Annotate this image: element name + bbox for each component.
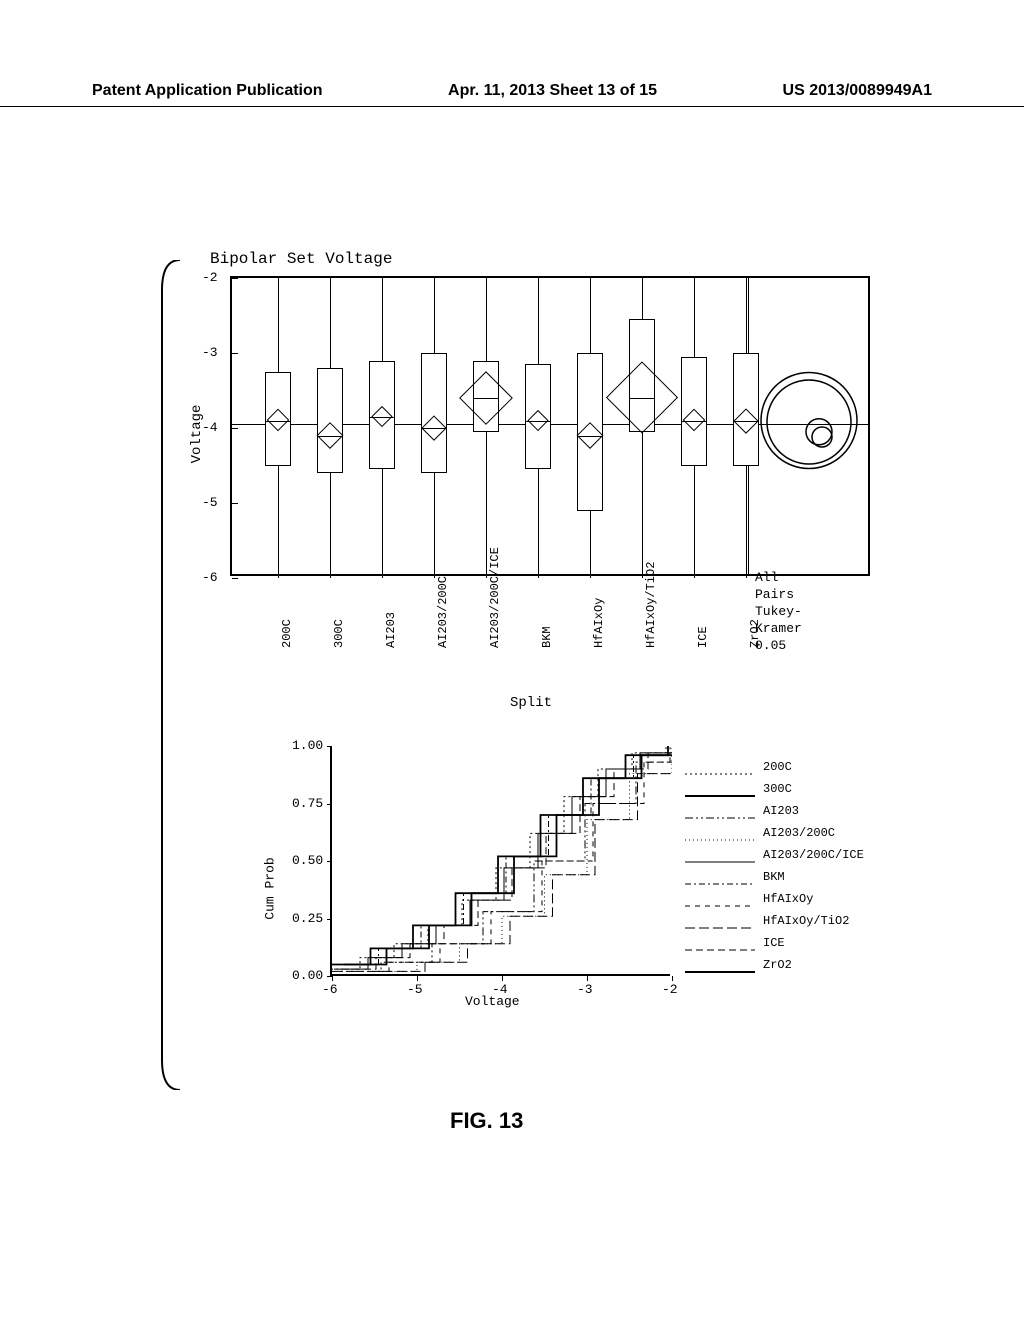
boxplot-box bbox=[360, 278, 404, 578]
legend-item: BKM bbox=[685, 866, 864, 888]
boxplot-category-label: 300C bbox=[332, 619, 346, 648]
boxplot-category-label: HfAIxOy/TiO2 bbox=[644, 562, 658, 648]
boxplot-chart: Voltage -2-3-4-5-6 bbox=[230, 276, 870, 576]
boxplot-y-tick: -2 bbox=[202, 270, 218, 285]
header-center: Apr. 11, 2013 Sheet 13 of 15 bbox=[448, 82, 657, 100]
legend-item: 300C bbox=[685, 778, 864, 800]
cdf-y-label: Cum Prob bbox=[263, 857, 278, 919]
cdf-lines-svg bbox=[332, 746, 672, 976]
legend-label: 200C bbox=[763, 760, 792, 774]
legend-item: HfAIxOy/TiO2 bbox=[685, 910, 864, 932]
boxplot-y-tick: -5 bbox=[202, 495, 218, 510]
boxplot-category-label: BKM bbox=[540, 626, 554, 648]
boxplot-box bbox=[256, 278, 300, 578]
tukey-pairs-label: All Pairs Tukey- Kramer 0.05 bbox=[755, 570, 802, 654]
cdf-y-tick: 0.50 bbox=[292, 853, 323, 868]
cdf-chart: Cum Prob 0.000.250.500.751.00-6-5-4-3-2 … bbox=[290, 746, 720, 1016]
figure-caption: FIG. 13 bbox=[450, 1108, 523, 1134]
boxplot-y-tick: -4 bbox=[202, 420, 218, 435]
legend-item: AI203/200C/ICE bbox=[685, 844, 864, 866]
boxplot-category-label: ICE bbox=[696, 626, 710, 648]
legend-label: HfAIxOy bbox=[763, 892, 813, 906]
boxplot-x-label: Split bbox=[510, 695, 552, 711]
cdf-y-tick: 0.25 bbox=[292, 911, 323, 926]
legend-label: 300C bbox=[763, 782, 792, 796]
header-right: US 2013/0089949A1 bbox=[783, 82, 932, 100]
cdf-y-tick: 0.75 bbox=[292, 796, 323, 811]
boxplot-category-label: AI203/200C/ICE bbox=[488, 547, 502, 648]
boxplot-box bbox=[620, 278, 664, 578]
legend-label: ICE bbox=[763, 936, 785, 950]
cdf-x-tick: -6 bbox=[322, 982, 338, 997]
legend-item: 200C bbox=[685, 756, 864, 778]
cdf-y-tick: 1.00 bbox=[292, 738, 323, 753]
legend-label: AI203/200C/ICE bbox=[763, 848, 864, 862]
boxplot-box bbox=[412, 278, 456, 578]
boxplot-category-label: AI203/200C bbox=[436, 576, 450, 648]
legend-label: ZrO2 bbox=[763, 958, 792, 972]
boxplot-box bbox=[308, 278, 352, 578]
cdf-x-tick: -5 bbox=[407, 982, 423, 997]
boxplot-box bbox=[516, 278, 560, 578]
boxplot-category-label: HfAIxOy bbox=[592, 598, 606, 648]
legend-label: AI203 bbox=[763, 804, 799, 818]
legend-item: ZrO2 bbox=[685, 954, 864, 976]
legend-label: AI203/200C bbox=[763, 826, 835, 840]
legend-item: HfAIxOy bbox=[685, 888, 864, 910]
cdf-plot-area: 0.000.250.500.751.00-6-5-4-3-2 bbox=[330, 746, 670, 976]
boxplot-title: Bipolar Set Voltage bbox=[210, 250, 860, 268]
cdf-x-label: Voltage bbox=[465, 994, 520, 1009]
cdf-legend: 200C 300C AI203 AI203/200C AI203/200C/ICE BKM… bbox=[685, 756, 864, 976]
legend-item: ICE bbox=[685, 932, 864, 954]
page-header: Patent Application Publication Apr. 11, … bbox=[0, 82, 1024, 107]
boxplot-box bbox=[672, 278, 716, 578]
boxplot-box bbox=[464, 278, 508, 578]
legend-label: HfAIxOy/TiO2 bbox=[763, 914, 849, 928]
boxplot-box bbox=[724, 278, 768, 578]
boxplot-y-tick: -6 bbox=[202, 570, 218, 585]
legend-item: AI203 bbox=[685, 800, 864, 822]
boxplot-category-label: ZrO2 bbox=[748, 619, 762, 648]
figure-container: Bipolar Set Voltage Voltage -2 -3 -4 -5 -6 S… bbox=[180, 250, 860, 1016]
boxplot-category-label: AI203 bbox=[384, 612, 398, 648]
cdf-y-tick: 0.00 bbox=[292, 968, 323, 983]
legend-label: BKM bbox=[763, 870, 785, 884]
cdf-x-tick: -3 bbox=[577, 982, 593, 997]
header-left: Patent Application Publication bbox=[92, 82, 323, 100]
boxplot-box bbox=[568, 278, 612, 578]
boxplot-y-tick: -3 bbox=[202, 345, 218, 360]
cdf-x-tick: -2 bbox=[662, 982, 678, 997]
boxplot-category-label: 200C bbox=[280, 619, 294, 648]
legend-item: AI203/200C bbox=[685, 822, 864, 844]
